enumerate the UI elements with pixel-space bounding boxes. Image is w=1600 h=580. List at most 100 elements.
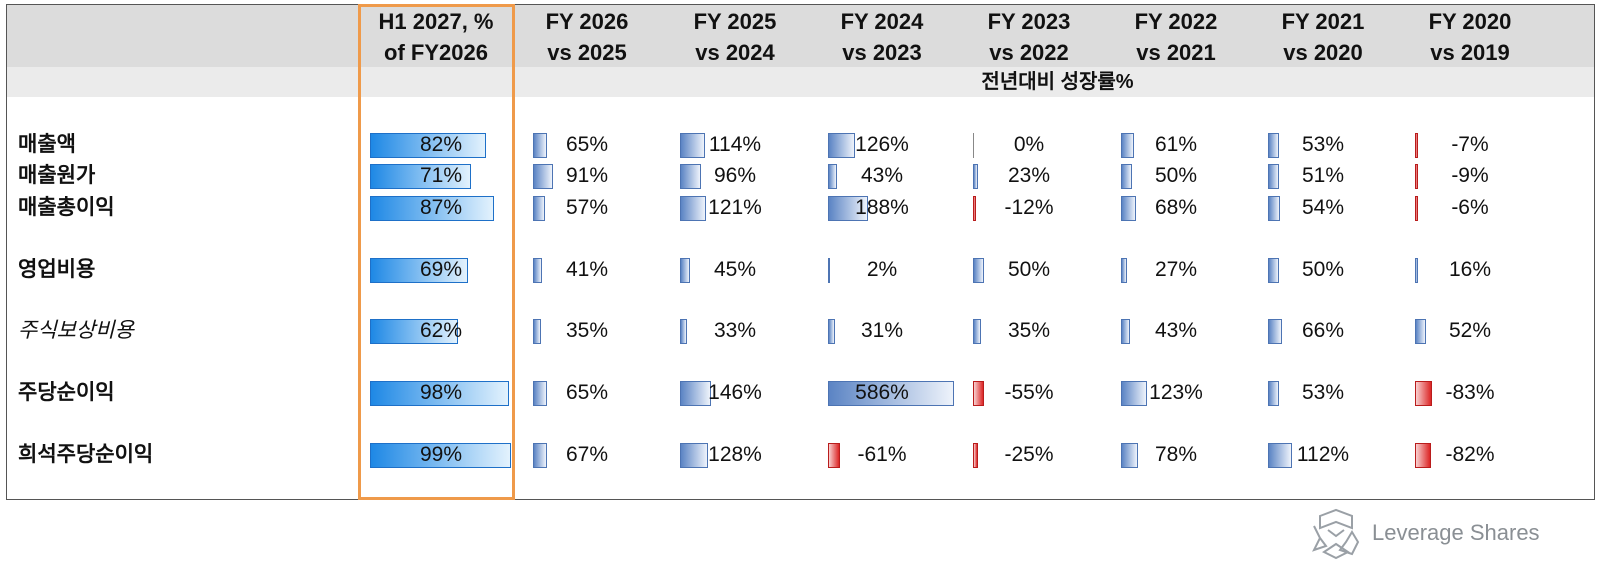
value-bar	[370, 318, 459, 344]
column-header-line1: FY 2023	[987, 9, 1071, 34]
column-header: FY 2020 vs 2019	[1395, 6, 1545, 68]
value-bar	[533, 163, 553, 189]
column-header: FY 2022 vs 2021	[1101, 6, 1251, 68]
value-bar	[973, 163, 978, 189]
value-label: 87%	[419, 196, 463, 219]
value-label: 52%	[1448, 319, 1492, 342]
leverage-shares-logo-icon	[1312, 508, 1360, 560]
value-label: 2%	[866, 258, 898, 281]
value-label: 114%	[708, 133, 762, 156]
value-bar	[828, 380, 954, 406]
value-bar	[680, 380, 712, 406]
value-bar	[973, 442, 978, 468]
value-label: 61%	[1154, 133, 1198, 156]
value-label: 67%	[565, 443, 609, 466]
value-label: 27%	[1154, 258, 1198, 281]
value-bar	[370, 195, 494, 221]
value-label: -9%	[1451, 164, 1489, 187]
value-bar	[973, 132, 974, 158]
value-bar	[1268, 318, 1283, 344]
value-bar	[1121, 132, 1135, 158]
value-label: -61%	[857, 443, 907, 466]
value-bar	[1121, 318, 1131, 344]
value-bar	[680, 318, 688, 344]
value-label: 54%	[1301, 196, 1345, 219]
value-bar	[533, 380, 547, 406]
value-label: 66%	[1301, 319, 1345, 342]
column-header-line2: vs 2025	[547, 40, 627, 65]
value-label: 126%	[855, 133, 909, 156]
value-bar	[680, 195, 707, 221]
value-label: 0%	[1013, 133, 1045, 156]
value-bar	[533, 195, 546, 221]
value-label: 98%	[419, 381, 463, 404]
column-header-line2: vs 2024	[695, 40, 775, 65]
value-label: 188%	[855, 196, 909, 219]
value-label: -25%	[1004, 443, 1054, 466]
value-label: 50%	[1007, 258, 1051, 281]
column-header: H1 2027, % of FY2026	[361, 6, 511, 68]
column-header: FY 2024 vs 2023	[807, 6, 957, 68]
value-label: 146%	[708, 381, 762, 404]
value-bar	[680, 132, 705, 158]
value-bar	[370, 442, 511, 468]
growth-subheader: 전년대비 성장률%	[981, 71, 1134, 93]
value-label: 35%	[565, 319, 609, 342]
column-header-line1: H1 2027, %	[378, 9, 494, 34]
row-label: 주식보상비용	[18, 319, 134, 342]
value-bar	[828, 195, 869, 221]
value-bar	[1121, 195, 1136, 221]
value-bar	[1121, 163, 1132, 189]
value-bar	[1268, 195, 1280, 221]
column-header: FY 2021 vs 2020	[1248, 6, 1398, 68]
logo-text: Leverage Shares	[1372, 520, 1540, 545]
column-header-line1: FY 2021	[1281, 9, 1365, 34]
value-bar	[1121, 380, 1148, 406]
value-bar	[1268, 442, 1293, 468]
value-bar	[1268, 257, 1279, 283]
value-label: -7%	[1451, 133, 1489, 156]
value-label: 50%	[1154, 164, 1198, 187]
value-label: -12%	[1004, 196, 1054, 219]
value-bar	[1268, 163, 1279, 189]
value-label: 586%	[855, 381, 909, 404]
value-bar	[1415, 163, 1418, 189]
value-label: 53%	[1301, 381, 1345, 404]
value-label: 82%	[419, 133, 463, 156]
row-label: 주당순이익	[18, 381, 115, 404]
value-label: 16%	[1448, 258, 1492, 281]
value-label: 41%	[565, 258, 609, 281]
header-band	[7, 5, 1594, 67]
value-bar	[973, 257, 984, 283]
value-bar	[680, 257, 690, 283]
row-label: 희석주당순이익	[18, 443, 154, 466]
value-bar	[1268, 380, 1280, 406]
value-label: 50%	[1301, 258, 1345, 281]
column-header-line1: FY 2025	[693, 9, 777, 34]
column-header-line2: vs 2019	[1430, 40, 1510, 65]
value-label: 43%	[1154, 319, 1198, 342]
value-bar	[1415, 380, 1432, 406]
value-label: 23%	[1007, 164, 1051, 187]
value-label: 69%	[419, 258, 463, 281]
value-label: 62%	[419, 319, 463, 342]
value-bar	[973, 380, 984, 406]
column-header: FY 2023 vs 2022	[954, 6, 1104, 68]
value-label: 33%	[713, 319, 757, 342]
value-label: -83%	[1445, 381, 1495, 404]
value-bar	[1415, 257, 1419, 283]
row-label: 매출액	[18, 133, 76, 156]
value-bar	[1268, 132, 1280, 158]
value-label: 43%	[860, 164, 904, 187]
value-bar	[533, 318, 541, 344]
value-bar	[973, 318, 981, 344]
value-bar	[370, 257, 468, 283]
column-header-line1: FY 2024	[840, 9, 924, 34]
value-bar	[1415, 195, 1418, 221]
column-header-line1: FY 2026	[545, 9, 629, 34]
row-label: 매출원가	[18, 164, 96, 187]
row-label: 매출총이익	[18, 196, 115, 219]
value-bar	[370, 380, 510, 406]
value-label: 121%	[708, 196, 762, 219]
value-label: 51%	[1301, 164, 1345, 187]
